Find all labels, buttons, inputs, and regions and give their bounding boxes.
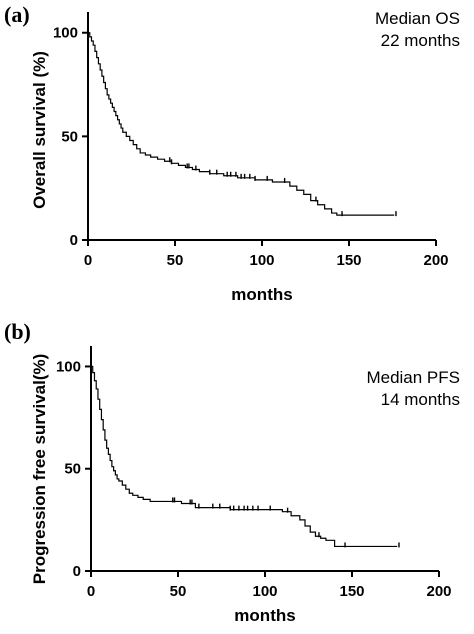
- y-tick-label: 0: [73, 563, 81, 580]
- x-tick-label: 0: [84, 252, 92, 269]
- y-tick-label: 50: [64, 461, 81, 478]
- x-axis-label: months: [231, 285, 293, 304]
- y-tick-label: 50: [61, 128, 78, 145]
- survival-curve: [88, 32, 395, 216]
- median-value: 22 months: [380, 31, 460, 50]
- x-tick-label: 100: [252, 583, 277, 600]
- median-annotation: Median OS 22 months: [375, 8, 460, 52]
- y-tick-label: 100: [53, 25, 78, 42]
- x-axis-label: months: [234, 606, 296, 625]
- panel-label: (b): [4, 319, 31, 344]
- panel-b: (b) Median PFS 14 months Progression fre…: [0, 317, 474, 634]
- median-value: 14 months: [380, 390, 460, 409]
- x-tick-label: 200: [426, 583, 451, 600]
- survival-curve: [91, 365, 398, 548]
- x-tick-label: 50: [170, 583, 187, 600]
- median-label: Median PFS: [366, 368, 460, 387]
- km-plot-svg: 0 50 100 150 200 0 50 100: [53, 12, 449, 269]
- panel-label: (a): [4, 2, 30, 27]
- x-tick-label: 0: [87, 583, 95, 600]
- x-tick-label: 150: [336, 252, 361, 269]
- median-annotation: Median PFS 14 months: [366, 367, 460, 411]
- median-label: Median OS: [374, 9, 460, 28]
- x-tick-label: 100: [249, 252, 274, 269]
- x-tick-label: 50: [167, 252, 184, 269]
- y-tick-label: 100: [56, 358, 81, 375]
- km-plot-svg: 0 50 100 150 200 0 50 100: [56, 346, 452, 600]
- y-tick-label: 0: [70, 232, 78, 249]
- panel-a: (a) Median OS 22 months Overall survival…: [4, 2, 460, 304]
- x-tick-label: 150: [339, 583, 364, 600]
- x-tick-label: 200: [423, 252, 448, 269]
